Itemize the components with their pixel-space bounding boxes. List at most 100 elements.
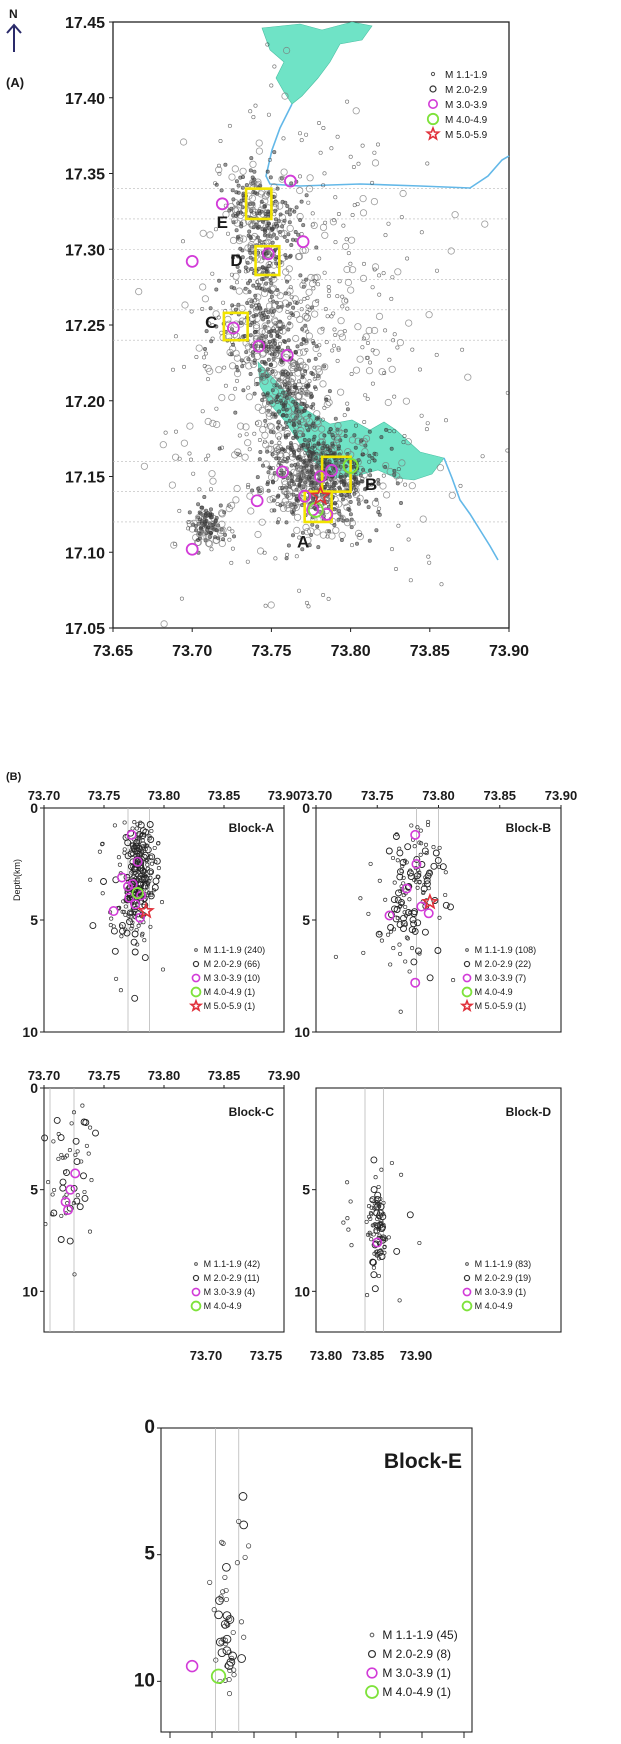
event-m1 — [331, 343, 336, 348]
event-m2 — [265, 251, 273, 259]
event-m1 — [314, 455, 319, 460]
event-m1 — [291, 492, 296, 497]
event-m1 — [376, 1184, 381, 1190]
y-tick-label: 10 — [22, 1024, 38, 1040]
event-m2 — [225, 320, 233, 328]
y-tick-label: 10 — [294, 1283, 310, 1299]
event-m1 — [239, 224, 244, 229]
event-m1 — [265, 169, 270, 174]
event-m2 — [255, 139, 263, 147]
event-m1 — [272, 471, 277, 476]
y-tick-label: 5 — [144, 1544, 155, 1565]
event-m1 — [149, 861, 155, 866]
event-m2 — [269, 411, 277, 419]
event-m1 — [337, 485, 342, 490]
event-m1 — [246, 485, 251, 490]
event-m2 — [430, 862, 438, 870]
event-m2 — [358, 439, 367, 447]
legend-label: M 3.0-3.9 (7) — [475, 973, 527, 983]
event-m1 — [402, 910, 407, 915]
legend-marker-m5 — [425, 125, 441, 141]
event-m1 — [287, 212, 292, 217]
event-m2 — [241, 453, 249, 461]
event-m1 — [451, 978, 456, 983]
event-m1 — [200, 505, 205, 510]
event-m1 — [370, 381, 375, 386]
event-m1 — [217, 278, 222, 283]
event-m1 — [304, 404, 309, 409]
event-m2 — [303, 313, 311, 322]
event-m1 — [270, 227, 275, 232]
event-m1 — [357, 532, 362, 537]
event-m1 — [364, 486, 369, 491]
legend-marker-m3 — [427, 99, 438, 110]
event-m1 — [284, 395, 289, 400]
legend-marker-m2 — [463, 1274, 471, 1282]
event-m1 — [148, 924, 153, 929]
event-m1 — [297, 483, 302, 488]
event-m1 — [315, 374, 320, 379]
event-m2 — [336, 388, 345, 396]
event-m2 — [369, 1258, 377, 1266]
event-m2 — [236, 234, 244, 242]
event-m2 — [269, 284, 278, 292]
event-m1 — [353, 487, 358, 492]
event-m1 — [266, 357, 271, 362]
event-m1 — [276, 436, 281, 441]
event-m1 — [246, 281, 251, 286]
event-m2 — [262, 400, 270, 408]
event-m1 — [344, 237, 349, 242]
event-m2 — [190, 519, 198, 528]
event-m1 — [371, 1232, 376, 1237]
event-m2 — [344, 448, 352, 456]
event-m1 — [251, 180, 256, 185]
event-m2 — [379, 1234, 387, 1242]
event-m2 — [321, 363, 329, 371]
event-m1 — [424, 851, 429, 856]
event-m2 — [141, 882, 149, 890]
event-m1 — [299, 199, 304, 204]
legend-marker-m1 — [194, 1262, 198, 1266]
event-m1 — [413, 875, 418, 880]
event-m1 — [401, 875, 406, 880]
event-m1 — [128, 910, 133, 915]
event-m2 — [232, 349, 240, 357]
event-m1 — [321, 592, 326, 597]
event-m2 — [233, 354, 241, 362]
event-m2 — [81, 1194, 89, 1202]
event-m2 — [296, 315, 304, 323]
event-m2 — [153, 857, 161, 865]
event-m2 — [414, 947, 422, 955]
event-m2 — [72, 1137, 80, 1145]
event-m1 — [265, 373, 270, 378]
event-m2 — [269, 495, 277, 503]
event-m2 — [244, 439, 252, 447]
event-m1 — [331, 435, 336, 440]
y-tick-label: 17.30 — [65, 242, 105, 259]
event-m2 — [290, 412, 298, 420]
event-m2 — [92, 1129, 99, 1137]
event-m1 — [227, 537, 232, 542]
event-m2 — [305, 185, 314, 193]
event-m2 — [139, 841, 147, 849]
event-m1 — [373, 1229, 378, 1234]
event-m2 — [261, 192, 270, 200]
block-box — [254, 244, 281, 277]
event-m1 — [348, 261, 353, 266]
event-m2 — [299, 348, 308, 356]
event-m1 — [443, 870, 448, 875]
event-m1 — [304, 600, 309, 605]
x-tick-label: 73.80 — [148, 788, 181, 803]
event-m1 — [327, 484, 332, 489]
event-m1 — [418, 852, 423, 857]
event-m1 — [325, 314, 330, 319]
event-m1 — [368, 1216, 373, 1221]
event-m4 — [131, 887, 144, 900]
event-m2 — [296, 357, 305, 365]
event-m3 — [132, 856, 143, 867]
event-m2 — [147, 836, 155, 843]
event-m2 — [301, 387, 309, 395]
event-m1 — [270, 452, 275, 457]
event-m2 — [259, 312, 267, 321]
event-m1 — [285, 371, 290, 376]
